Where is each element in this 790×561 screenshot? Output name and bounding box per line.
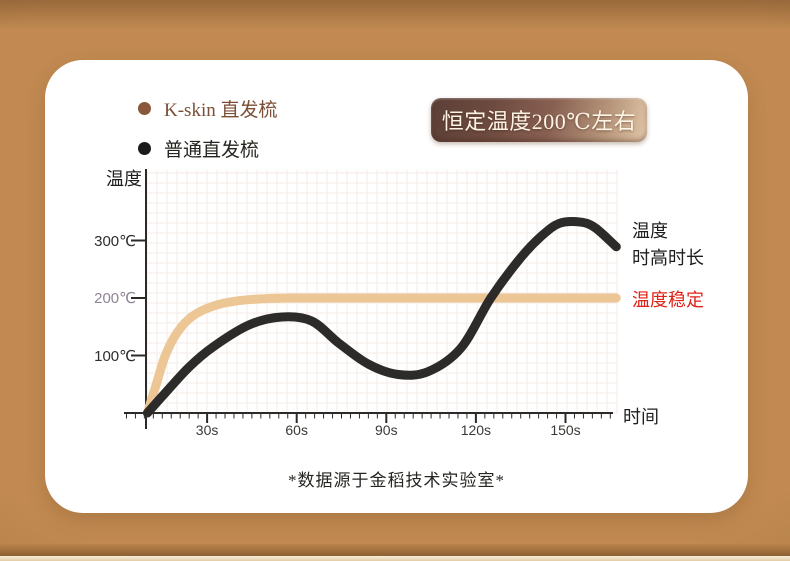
- x-tick-label: 60s: [285, 422, 308, 438]
- y-tick-label: 100℃: [94, 347, 136, 365]
- annotation-line: 时高时长: [632, 248, 704, 268]
- regular-dot-icon: [138, 142, 151, 155]
- constant-temp-badge: 恒定温度200℃左右: [431, 98, 647, 142]
- bottom-divider-line: [0, 556, 790, 561]
- source-note: *数据源于金稻技术实验室*: [288, 471, 505, 490]
- x-tick-label: 30s: [195, 422, 219, 438]
- y-tick-label: 300℃: [94, 232, 136, 250]
- y-axis-label: 温度: [106, 169, 142, 189]
- annotation-unstable-temp: 温度 时高时长: [632, 218, 704, 272]
- annotation-line: 温度: [632, 221, 668, 241]
- legend-item-kskin: K-skin 直发梳: [138, 95, 277, 122]
- annotation-stable-temp: 温度稳定: [632, 290, 704, 310]
- legend-item-regular: 普通直发梳: [138, 135, 277, 162]
- bottom-divider: [0, 544, 790, 557]
- legend-item-label: K-skin 直发梳: [164, 100, 278, 121]
- x-tick-label: 120s: [460, 422, 492, 438]
- x-axis-label: 时间: [623, 407, 659, 427]
- chart-legend: K-skin 直发梳 普通直发梳: [138, 95, 277, 175]
- kskin-dot-icon: [138, 102, 151, 115]
- y-tick-label: 200℃: [94, 290, 136, 307]
- legend-item-label: 普通直发梳: [164, 140, 260, 161]
- x-tick-label: 90s: [375, 422, 398, 438]
- x-tick-label: 150s: [550, 422, 581, 438]
